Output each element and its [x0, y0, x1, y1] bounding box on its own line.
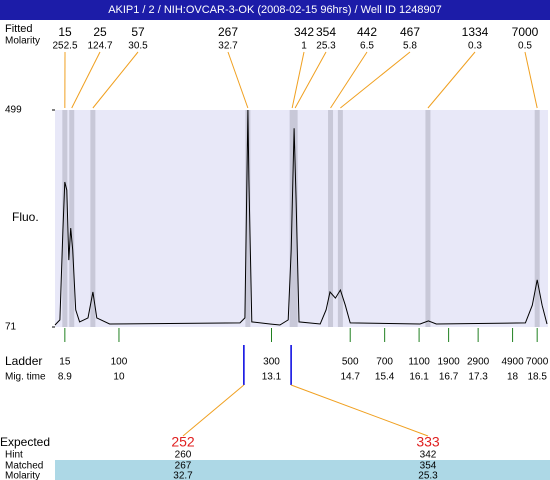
- peak-size: 15: [58, 25, 72, 39]
- hint-label: Hint: [5, 450, 23, 461]
- peak-size: 25: [93, 25, 107, 39]
- peak-band: [90, 110, 96, 327]
- peak-pointer: [427, 51, 476, 109]
- peak-molarity: 30.5: [128, 41, 148, 52]
- match-pointer: [290, 384, 429, 437]
- peak-molarity: 1: [301, 41, 307, 52]
- y-tick-label: 71: [5, 322, 17, 333]
- ladder-time: 18.5: [527, 372, 547, 383]
- title-bar: [0, 0, 550, 20]
- expected-label: Expected: [0, 435, 50, 449]
- peak-band: [425, 110, 431, 327]
- ladder-size: 300: [263, 357, 280, 368]
- peak-pointer: [340, 51, 411, 109]
- peak-molarity: 0.3: [468, 41, 482, 52]
- peak-molarity: 32.7: [218, 41, 238, 52]
- peak-size: 354: [316, 25, 336, 39]
- expected-value: 333: [416, 434, 440, 450]
- peak-molarity: 0.5: [518, 41, 532, 52]
- peak-molarity: 6.5: [360, 41, 374, 52]
- ladder-size: 500: [342, 357, 359, 368]
- peak-molarity: 124.7: [87, 41, 112, 52]
- ladder-size: 100: [111, 357, 128, 368]
- ladder-time: 8.9: [58, 372, 72, 383]
- ladder-size: 1100: [408, 357, 430, 368]
- peak-pointer: [294, 51, 327, 109]
- trace: [54, 109, 548, 326]
- plot-area: [55, 110, 548, 327]
- peak-band: [337, 110, 343, 327]
- ladder-size: 1900: [437, 357, 460, 368]
- expected-value: 252: [171, 434, 195, 450]
- peak-pointer: [71, 51, 101, 109]
- peak-size: 467: [400, 25, 420, 39]
- molarity-row-bg: [55, 471, 550, 480]
- peak-pointer: [92, 51, 139, 109]
- peak-band: [62, 110, 68, 327]
- ladder-label: Ladder: [5, 354, 42, 368]
- molarity-row-label: Molarity: [5, 36, 40, 47]
- peak-size: 442: [357, 25, 377, 39]
- matched-molarity-label: Molarity: [5, 471, 40, 480]
- ladder-time: 16.1: [409, 372, 429, 383]
- ladder-size: 15: [59, 357, 71, 368]
- ladder-time: 15.4: [375, 372, 395, 383]
- matched-molarity: 25.3: [418, 471, 438, 480]
- ladder-size: 2900: [467, 357, 490, 368]
- peak-band: [292, 110, 298, 327]
- peak-band: [328, 110, 334, 327]
- peak-size: 57: [131, 25, 145, 39]
- ladder-time: 10: [113, 372, 125, 383]
- ladder-time: 18: [507, 372, 519, 383]
- peak-size: 342: [294, 25, 314, 39]
- peak-pointer: [330, 51, 368, 109]
- peak-band: [534, 110, 540, 327]
- ladder-size: 700: [376, 357, 393, 368]
- y-axis-label: Fluo.: [12, 210, 39, 224]
- ladder-time: 16.7: [439, 372, 459, 383]
- peak-molarity: 5.8: [403, 41, 417, 52]
- peak-band: [69, 110, 75, 327]
- peak-pointer: [291, 51, 305, 109]
- peak-size: 1334: [462, 25, 489, 39]
- matched-label: Matched: [5, 461, 43, 472]
- peak-size: 7000: [512, 25, 539, 39]
- matched-value: 267: [175, 461, 192, 472]
- ladder-size: 7000: [526, 357, 549, 368]
- size-row-label: Fitted: [5, 23, 33, 35]
- peak-molarity: 252.5: [52, 41, 77, 52]
- peak-pointer: [227, 51, 249, 109]
- peak-size: 267: [218, 25, 238, 39]
- mig-time-label: Mig. time: [5, 372, 46, 383]
- chart-title: AKIP1 / 2 / NIH:OVCAR-3-OK (2008-02-15 9…: [108, 4, 442, 16]
- match-pointer: [182, 384, 245, 437]
- matched-value: 354: [420, 461, 437, 472]
- ladder-time: 17.3: [468, 372, 488, 383]
- matched-molarity: 32.7: [173, 471, 193, 480]
- ladder-time: 13.1: [262, 372, 282, 383]
- matched-row-bg: [55, 460, 550, 471]
- peak-pointer: [524, 51, 538, 109]
- hint-value: 260: [175, 450, 192, 461]
- peak-band: [245, 110, 251, 327]
- ladder-time: 14.7: [340, 372, 360, 383]
- hint-value: 342: [420, 450, 437, 461]
- y-tick-label: 499: [5, 105, 22, 116]
- peak-molarity: 25.3: [316, 41, 336, 52]
- ladder-size: 4900: [501, 357, 524, 368]
